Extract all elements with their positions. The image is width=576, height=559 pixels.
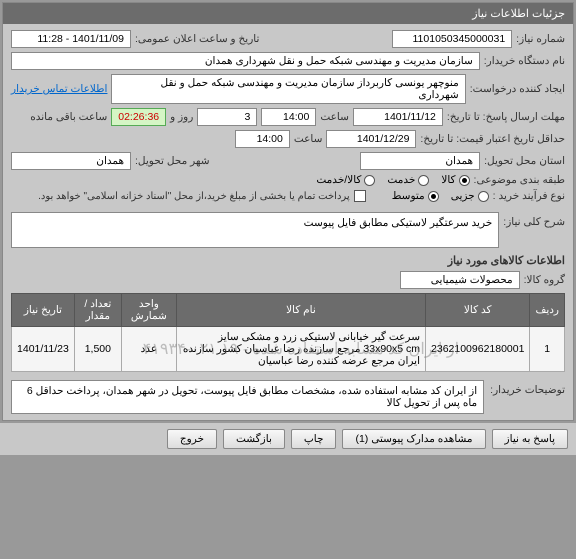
table-row: 1 2362100962180001 سرعت گیر خیابانی لاست… (12, 327, 565, 372)
province-label: استان محل تحویل: (484, 155, 565, 167)
radio-services-icon (418, 175, 429, 186)
cell-code: 2362100962180001 (426, 327, 530, 372)
th-code: کد کالا (426, 294, 530, 327)
th-idx: ردیف (530, 294, 565, 327)
goods-table: ردیف کد کالا نام کالا واحد شمارش تعداد /… (11, 293, 565, 372)
radio-small-label: جزیی (451, 190, 475, 202)
remaining-label: ساعت باقی مانده (30, 111, 107, 123)
subject-class-radios: کالا خدمت کالا/خدمت (316, 174, 469, 186)
validity-time-field: 14:00 (235, 130, 290, 148)
reply-button[interactable]: پاسخ به نیاز (492, 429, 568, 449)
print-button[interactable]: چاپ (291, 429, 337, 449)
th-qty: تعداد / مقدار (74, 294, 121, 327)
buyer-notes-label: توضیحات خریدار: (490, 380, 565, 396)
radio-services-label: خدمت (387, 174, 415, 186)
radio-goods-label: کالا (441, 174, 455, 186)
goods-group-field: محصولات شیمیایی (400, 271, 520, 289)
th-unit: واحد شمارش (121, 294, 176, 327)
buyer-notes-field: از ایران کد مشابه استفاده شده، مشخصات مط… (11, 380, 484, 414)
payment-note: پرداخت تمام یا بخشی از مبلغ خرید،از محل … (38, 191, 350, 202)
countdown-field: 02:26:36 (111, 108, 166, 126)
cell-name: سرعت گیر خیابانی لاستیکی زرد و مشکی سایز… (176, 327, 425, 372)
delivery-city-field: همدان (11, 152, 131, 170)
need-desc-field: خرید سرعتگیر لاستیکی مطابق فایل پیوست (11, 212, 499, 248)
radio-services[interactable]: خدمت (387, 174, 429, 186)
exit-button[interactable]: خروج (167, 429, 217, 449)
radio-medium[interactable]: متوسط (392, 190, 439, 202)
cell-name-text: سرعت گیر خیابانی لاستیکی زرد و مشکی سایز… (183, 331, 420, 367)
validity-date-field: 1401/12/29 (326, 130, 416, 148)
cell-date: 1401/11/23 (12, 327, 75, 372)
purchase-type-radios: جزیی متوسط (392, 190, 489, 202)
th-name: نام کالا (176, 294, 425, 327)
radio-goods-services[interactable]: کالا/خدمت (316, 174, 375, 186)
treasury-checkbox[interactable] (354, 190, 366, 202)
cell-unit: عدد (121, 327, 176, 372)
details-panel: جزئیات اطلاعات نیاز شماره نیاز: 11010503… (2, 2, 574, 421)
radio-medium-label: متوسط (392, 190, 425, 202)
deadline-time-field: 14:00 (261, 108, 316, 126)
radio-goods-services-icon (364, 175, 375, 186)
validity-label: حداقل تاریخ اعتبار قیمت: تا تاریخ: (420, 133, 565, 145)
need-number-field: 1101050345000031 (392, 30, 512, 48)
attachments-button[interactable]: مشاهده مدارک پیوستی (1) (342, 429, 485, 449)
announce-datetime-field: 1401/11/09 - 11:28 (11, 30, 131, 48)
cell-qty: 1,500 (74, 327, 121, 372)
radio-goods-services-label: کالا/خدمت (316, 174, 361, 186)
time-label-2: ساعت (294, 133, 323, 145)
subject-class-label: طبقه بندی موضوعی: (474, 174, 565, 186)
th-date: تاریخ نیاز (12, 294, 75, 327)
need-desc-label: شرح کلی نیاز: (503, 212, 565, 228)
announce-datetime-label: تاریخ و ساعت اعلان عمومی: (135, 33, 259, 45)
radio-goods-icon (459, 175, 470, 186)
panel-body: شماره نیاز: 1101050345000031 تاریخ و ساع… (3, 24, 573, 420)
days-label: روز و (170, 111, 193, 123)
goods-group-label: گروه کالا: (524, 274, 565, 286)
delivery-city-label: شهر محل تحویل: (135, 155, 210, 167)
requester-label: ایجاد کننده درخواست: (470, 83, 565, 95)
radio-small-icon (478, 191, 489, 202)
purchase-type-label: نوع فرآیند خرید : (493, 190, 565, 202)
goods-section-title: اطلاعات کالاهای مورد نیاز (11, 254, 565, 267)
time-label-1: ساعت (320, 111, 349, 123)
deadline-date-field: 1401/11/12 (353, 108, 443, 126)
table-header-row: ردیف کد کالا نام کالا واحد شمارش تعداد /… (12, 294, 565, 327)
days-field: 3 (197, 108, 257, 126)
province-field: همدان (360, 152, 480, 170)
radio-medium-icon (428, 191, 439, 202)
panel-title: جزئیات اطلاعات نیاز (3, 3, 573, 24)
buyer-org-field: سازمان مدیریت و مهندسی شبکه حمل و نقل شه… (11, 52, 480, 70)
need-number-label: شماره نیاز: (516, 33, 565, 45)
contact-link[interactable]: اطلاعات تماس خریدار (11, 83, 107, 95)
back-button[interactable]: بازگشت (223, 429, 285, 449)
requester-field: منوچهر یونسی کاربرداز سازمان مدیریت و مه… (111, 74, 465, 104)
button-bar: پاسخ به نیاز مشاهده مدارک پیوستی (1) چاپ… (0, 423, 576, 455)
radio-small[interactable]: جزیی (451, 190, 489, 202)
cell-idx: 1 (530, 327, 565, 372)
deadline-label: مهلت ارسال پاسخ: تا تاریخ: (447, 111, 565, 123)
radio-goods[interactable]: کالا (441, 174, 469, 186)
buyer-org-label: نام دستگاه خریدار: (484, 55, 565, 67)
